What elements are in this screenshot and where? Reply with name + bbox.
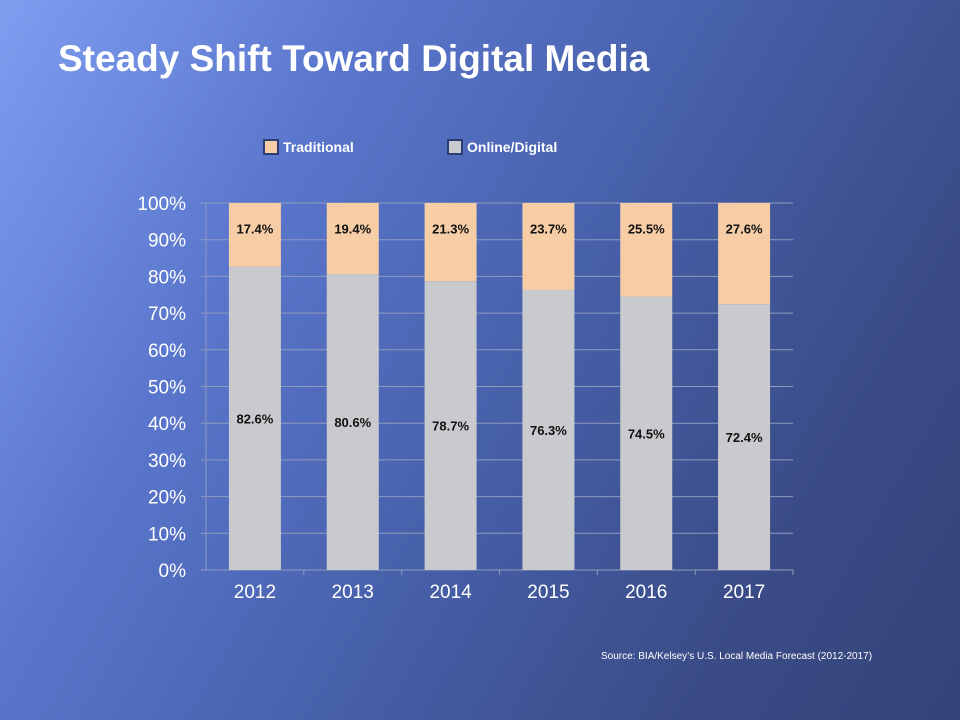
y-tick-label: 0% (159, 561, 187, 582)
data-label-online-digital: 80.6% (334, 415, 371, 430)
bar-segment-traditional (326, 203, 379, 275)
y-tick-label: 20% (148, 488, 186, 509)
data-label-traditional: 21.3% (432, 222, 469, 237)
x-tick-label: 2015 (527, 582, 569, 603)
legend-swatch-traditional (263, 139, 279, 155)
bar-segment-online-digital (424, 281, 477, 570)
legend-swatch-online-digital (447, 139, 463, 155)
data-label-online-digital: 78.7% (432, 419, 469, 434)
data-label-online-digital: 76.3% (530, 423, 567, 438)
y-tick-label: 90% (148, 231, 186, 252)
bar-segment-online-digital (228, 266, 281, 570)
bar-segment-traditional (718, 203, 771, 305)
data-label-traditional: 27.6% (726, 222, 763, 237)
y-tick-label: 80% (148, 267, 186, 288)
x-tick-label: 2014 (429, 582, 472, 603)
bar-segment-online-digital (522, 289, 575, 570)
y-tick-label: 70% (148, 304, 186, 325)
bar-segment-traditional (620, 203, 673, 297)
y-tick-label: 100% (137, 194, 186, 215)
data-label-traditional: 17.4% (236, 222, 273, 237)
bar-segment-online-digital (326, 274, 379, 570)
data-label-online-digital: 72.4% (726, 430, 763, 445)
bar-segment-traditional (522, 203, 575, 290)
bar-segment-traditional (228, 203, 281, 267)
bar-segment-online-digital (620, 296, 673, 570)
x-tick-label: 2013 (332, 582, 374, 603)
legend-item-traditional: Traditional (263, 139, 354, 155)
x-tick-label: 2016 (625, 582, 667, 603)
data-label-online-digital: 82.6% (236, 411, 273, 426)
y-tick-label: 30% (148, 451, 186, 472)
bar-segment-online-digital (718, 304, 771, 570)
y-tick-label: 10% (148, 524, 186, 545)
data-label-traditional: 25.5% (628, 222, 665, 237)
x-tick-label: 2017 (723, 582, 765, 603)
slide-title: Steady Shift Toward Digital Media (58, 38, 650, 79)
legend-label-traditional: Traditional (283, 139, 354, 155)
source-note: Source: BIA/Kelsey’s U.S. Local Media Fo… (601, 651, 873, 662)
x-tick-label: 2012 (234, 582, 276, 603)
y-tick-label: 60% (148, 341, 186, 362)
y-tick-label: 40% (148, 414, 186, 435)
bar-segment-traditional (424, 203, 477, 282)
legend-item-online-digital: Online/Digital (447, 139, 557, 155)
data-label-online-digital: 74.5% (628, 426, 665, 441)
data-label-traditional: 19.4% (334, 222, 371, 237)
data-label-traditional: 23.7% (530, 222, 567, 237)
y-tick-label: 50% (148, 378, 186, 399)
legend-label-online-digital: Online/Digital (467, 139, 558, 155)
